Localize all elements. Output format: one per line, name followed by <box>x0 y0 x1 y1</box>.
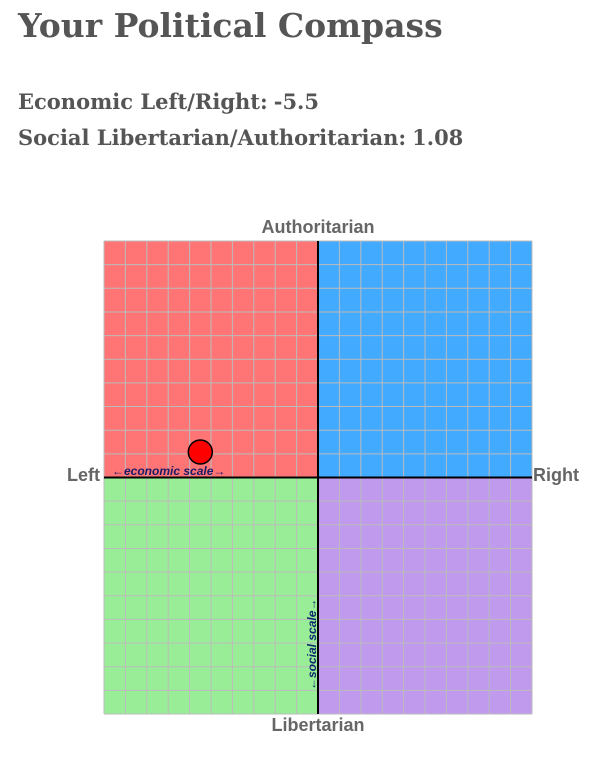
social-score-label: Social Libertarian/Authoritarian: <box>18 125 407 150</box>
bottom-axis-label: Libertarian <box>271 715 364 735</box>
social-score: Social Libertarian/Authoritarian: 1.08 <box>18 125 463 150</box>
economic-scale-label: ←economic scale→ <box>112 464 225 478</box>
user-position-marker <box>187 439 214 465</box>
social-score-value: 1.08 <box>412 125 464 150</box>
right-axis-label: Right <box>533 465 579 485</box>
economic-score-label: Economic Left/Right: <box>18 89 268 114</box>
left-axis-label: Left <box>67 465 100 485</box>
economic-score-value: -5.5 <box>273 89 319 114</box>
economic-score: Economic Left/Right: -5.5 <box>18 89 319 114</box>
page-title: Your Political Compass <box>18 6 443 45</box>
social-scale-label: ←social scale→ <box>305 599 319 690</box>
top-axis-label: Authoritarian <box>261 217 374 237</box>
